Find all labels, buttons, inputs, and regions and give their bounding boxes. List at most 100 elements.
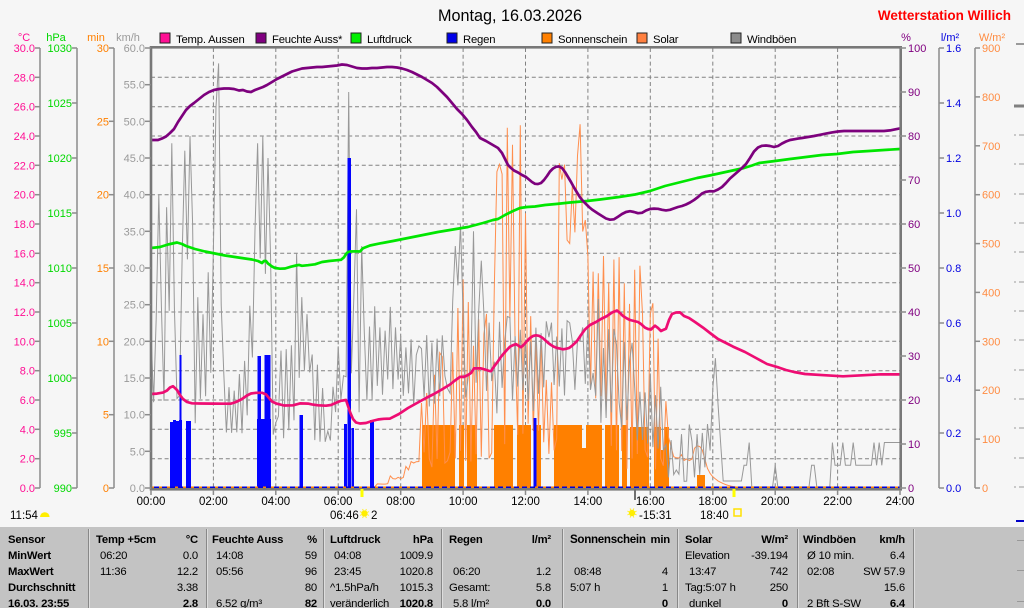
svg-text:55.0: 55.0 (124, 80, 145, 92)
svg-text:1.6: 1.6 (946, 43, 961, 55)
svg-text:20: 20 (97, 190, 109, 202)
svg-text:0: 0 (103, 483, 109, 495)
svg-text:0: 0 (982, 483, 988, 495)
svg-text:12:00: 12:00 (511, 496, 540, 508)
svg-text:18.0: 18.0 (14, 219, 35, 231)
svg-text:°C: °C (18, 32, 30, 44)
svg-text:70: 70 (908, 175, 920, 187)
svg-text:1005: 1005 (48, 318, 72, 330)
svg-text:0.2: 0.2 (946, 428, 961, 440)
svg-text:28.0: 28.0 (14, 72, 35, 84)
svg-text:08:00: 08:00 (386, 496, 415, 508)
svg-text:-15:31: -15:31 (639, 510, 672, 522)
svg-text:Sonnenschein: Sonnenschein (558, 34, 627, 46)
svg-text:1000: 1000 (48, 373, 72, 385)
svg-text:20.0: 20.0 (124, 336, 145, 348)
svg-text:35.0: 35.0 (124, 226, 145, 238)
svg-text:00:00: 00:00 (137, 496, 166, 508)
svg-text:W/m²: W/m² (979, 32, 1006, 44)
svg-text:10:00: 10:00 (449, 496, 478, 508)
svg-text:990: 990 (54, 483, 72, 495)
svg-text:50.0: 50.0 (124, 116, 145, 128)
svg-text:24.0: 24.0 (14, 131, 35, 143)
svg-text:30.0: 30.0 (14, 43, 35, 55)
svg-text:500: 500 (982, 239, 1000, 251)
svg-text:20:00: 20:00 (761, 496, 790, 508)
svg-text:45.0: 45.0 (124, 153, 145, 165)
svg-text:Solar: Solar (653, 34, 679, 46)
svg-text:10.0: 10.0 (124, 410, 145, 422)
svg-text:0.0: 0.0 (946, 483, 961, 495)
svg-text:10.0: 10.0 (14, 336, 35, 348)
svg-text:25: 25 (97, 116, 109, 128)
svg-text:10: 10 (908, 439, 920, 451)
svg-text:1010: 1010 (48, 263, 72, 275)
svg-text:2: 2 (371, 510, 377, 522)
svg-text:hPa: hPa (46, 32, 66, 44)
svg-text:0.0: 0.0 (20, 483, 35, 495)
svg-text:30: 30 (97, 43, 109, 55)
svg-text:06:46: 06:46 (330, 510, 359, 522)
svg-text:Luftdruck: Luftdruck (367, 34, 412, 46)
svg-text:0.6: 0.6 (946, 318, 961, 330)
svg-text:Regen: Regen (463, 34, 495, 46)
svg-text:100: 100 (908, 43, 926, 55)
svg-text:1.0: 1.0 (946, 208, 961, 220)
svg-text:km/h: km/h (116, 32, 140, 44)
svg-text:900: 900 (982, 43, 1000, 55)
svg-text:22:00: 22:00 (823, 496, 852, 508)
svg-text:80: 80 (908, 131, 920, 143)
svg-text:15: 15 (97, 263, 109, 275)
svg-text:50: 50 (908, 263, 920, 275)
svg-text:700: 700 (982, 141, 1000, 153)
svg-text:10: 10 (97, 336, 109, 348)
svg-text:Temp. Aussen: Temp. Aussen (176, 34, 245, 46)
svg-text:40: 40 (908, 307, 920, 319)
svg-text:90: 90 (908, 87, 920, 99)
svg-text:300: 300 (982, 336, 1000, 348)
svg-text:2.0: 2.0 (20, 454, 35, 466)
svg-text:14.0: 14.0 (14, 278, 35, 290)
svg-text:1025: 1025 (48, 98, 72, 110)
svg-text:6.0: 6.0 (20, 395, 35, 407)
svg-text:0.0: 0.0 (130, 483, 145, 495)
svg-text:min: min (87, 32, 105, 44)
svg-text:8.0: 8.0 (20, 366, 35, 378)
svg-text:200: 200 (982, 385, 1000, 397)
svg-text:1020: 1020 (48, 153, 72, 165)
svg-text:60: 60 (908, 219, 920, 231)
svg-text:600: 600 (982, 190, 1000, 202)
svg-text:4.0: 4.0 (20, 424, 35, 436)
svg-text:400: 400 (982, 287, 1000, 299)
svg-text:100: 100 (982, 434, 1000, 446)
svg-text:Windböen: Windböen (747, 34, 796, 46)
svg-text:Montag, 16.03.2026: Montag, 16.03.2026 (438, 7, 582, 25)
svg-text:1015: 1015 (48, 208, 72, 220)
svg-text:16:00: 16:00 (636, 496, 665, 508)
svg-text:5: 5 (103, 410, 109, 422)
svg-text:20.0: 20.0 (14, 190, 35, 202)
svg-text:14:00: 14:00 (574, 496, 603, 508)
svg-text:16.0: 16.0 (14, 248, 35, 260)
svg-text:25.0: 25.0 (124, 300, 145, 312)
svg-text:26.0: 26.0 (14, 102, 35, 114)
svg-text:1030: 1030 (48, 43, 72, 55)
svg-text:1.4: 1.4 (946, 98, 961, 110)
svg-text:30: 30 (908, 351, 920, 363)
svg-text:40.0: 40.0 (124, 190, 145, 202)
svg-text:995: 995 (54, 428, 72, 440)
svg-text:5.0: 5.0 (130, 446, 145, 458)
svg-text:1.2: 1.2 (946, 153, 961, 165)
svg-text:18:40: 18:40 (700, 510, 729, 522)
svg-text:0.4: 0.4 (946, 373, 961, 385)
svg-text:22.0: 22.0 (14, 160, 35, 172)
svg-text:30.0: 30.0 (124, 263, 145, 275)
svg-text:0: 0 (908, 483, 914, 495)
svg-text:800: 800 (982, 92, 1000, 104)
svg-text:0.8: 0.8 (946, 263, 961, 275)
svg-text:15.0: 15.0 (124, 373, 145, 385)
svg-text:18:00: 18:00 (698, 496, 727, 508)
svg-text:06:00: 06:00 (324, 496, 353, 508)
svg-text:l/m²: l/m² (941, 32, 960, 44)
svg-text:60.0: 60.0 (124, 43, 145, 55)
